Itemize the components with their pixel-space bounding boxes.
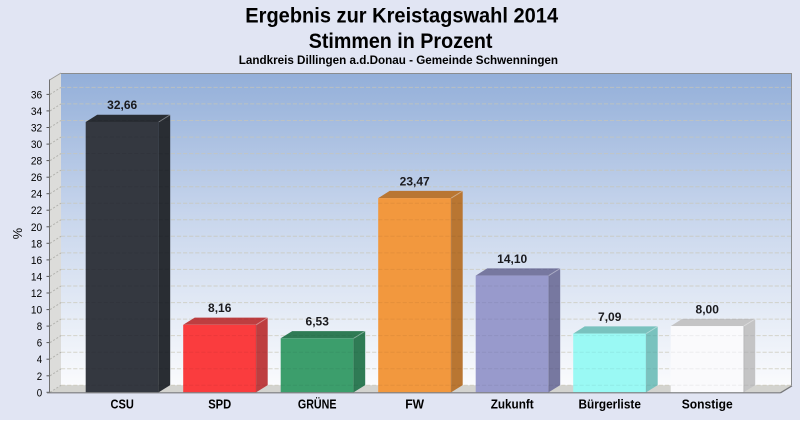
svg-text:14,10: 14,10	[497, 252, 527, 266]
svg-text:32,66: 32,66	[107, 98, 137, 112]
svg-text:8,00: 8,00	[696, 302, 720, 316]
svg-text:8,16: 8,16	[208, 301, 232, 315]
svg-text:23,47: 23,47	[400, 174, 430, 188]
svg-text:Stimmen in Prozent: Stimmen in Prozent	[309, 30, 493, 53]
svg-text:4: 4	[37, 354, 42, 366]
svg-text:0: 0	[37, 387, 42, 399]
svg-text:Sonstige: Sonstige	[682, 398, 733, 412]
svg-text:8: 8	[37, 321, 42, 333]
svg-text:GRÜNE: GRÜNE	[298, 397, 337, 412]
svg-text:12: 12	[31, 288, 42, 300]
svg-text:Zukunft: Zukunft	[491, 398, 535, 412]
svg-text:10: 10	[31, 305, 42, 317]
svg-text:18: 18	[31, 238, 42, 250]
svg-text:34: 34	[31, 106, 42, 118]
svg-text:24: 24	[31, 189, 42, 201]
svg-text:Ergebnis zur Kreistagswahl 201: Ergebnis zur Kreistagswahl 2014	[245, 5, 558, 28]
svg-text:%: %	[10, 228, 25, 239]
svg-text:Landkreis Dillingen a.d.Donau: Landkreis Dillingen a.d.Donau - Gemeinde…	[239, 54, 558, 67]
svg-text:Bürgerliste: Bürgerliste	[579, 398, 641, 412]
svg-text:6,53: 6,53	[306, 315, 330, 329]
svg-text:28: 28	[31, 156, 42, 168]
svg-text:32: 32	[31, 123, 42, 135]
svg-text:36: 36	[31, 89, 42, 101]
svg-text:16: 16	[31, 255, 42, 267]
svg-text:6: 6	[37, 338, 42, 350]
svg-text:CSU: CSU	[111, 398, 134, 412]
svg-text:26: 26	[31, 172, 42, 184]
svg-text:20: 20	[31, 222, 42, 234]
svg-text:30: 30	[31, 139, 42, 151]
svg-text:SPD: SPD	[208, 398, 231, 412]
svg-text:7,09: 7,09	[598, 310, 622, 324]
svg-text:FW: FW	[405, 398, 424, 412]
svg-text:22: 22	[31, 205, 42, 217]
svg-text:2: 2	[37, 371, 42, 383]
svg-text:14: 14	[31, 271, 42, 283]
